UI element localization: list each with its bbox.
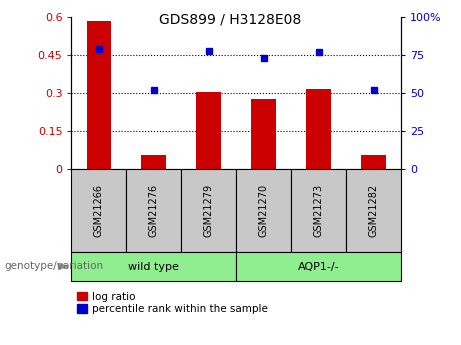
Polygon shape	[59, 263, 68, 269]
Text: GSM21270: GSM21270	[259, 184, 269, 237]
Text: GSM21273: GSM21273	[313, 184, 324, 237]
Bar	[142, 155, 166, 169]
Bar	[236, 169, 291, 252]
Bar	[346, 169, 401, 252]
Bar	[236, 252, 401, 281]
Text: GSM21279: GSM21279	[204, 184, 214, 237]
Bar	[71, 169, 126, 252]
Bar	[71, 252, 236, 281]
Bar	[126, 169, 181, 252]
Text: GSM21282: GSM21282	[369, 184, 378, 237]
Bar	[196, 92, 221, 169]
Bar	[181, 169, 236, 252]
Bar	[87, 21, 111, 169]
Text: genotype/variation: genotype/variation	[5, 262, 104, 271]
Bar	[251, 99, 276, 169]
Text: GSM21266: GSM21266	[94, 184, 104, 237]
Bar	[306, 89, 331, 169]
Text: GDS899 / H3128E08: GDS899 / H3128E08	[160, 12, 301, 26]
Text: AQP1-/-: AQP1-/-	[298, 262, 339, 272]
Bar	[291, 169, 346, 252]
Text: wild type: wild type	[129, 262, 179, 272]
Legend: log ratio, percentile rank within the sample: log ratio, percentile rank within the sa…	[77, 292, 268, 314]
Text: GSM21276: GSM21276	[149, 184, 159, 237]
Bar	[361, 155, 386, 169]
